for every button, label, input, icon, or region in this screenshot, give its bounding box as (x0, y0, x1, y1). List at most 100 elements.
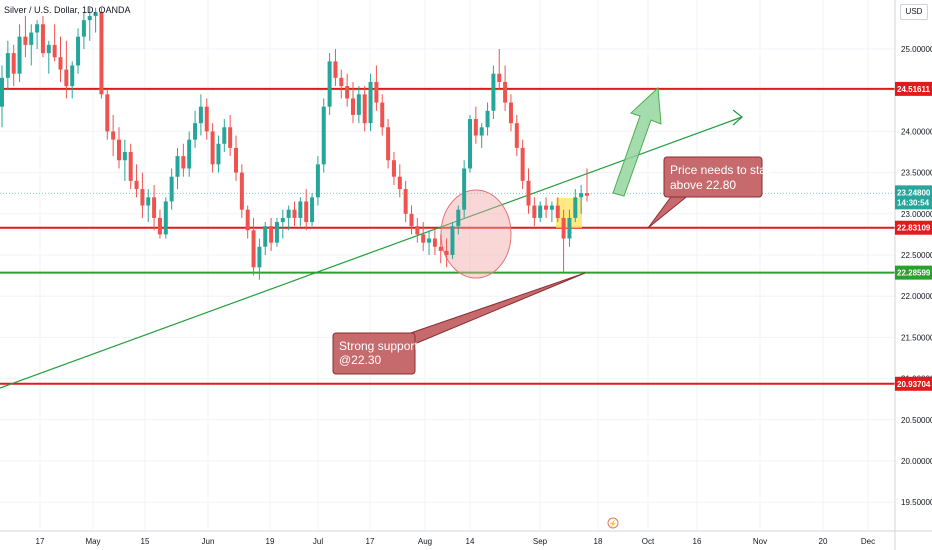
candle-body (479, 127, 484, 136)
candle-body (345, 86, 350, 99)
x-tick-label: Nov (753, 537, 767, 546)
candle-body (140, 189, 145, 206)
candle-body (456, 209, 461, 227)
candle-body (99, 11, 104, 95)
candle-body (391, 160, 396, 177)
level-price-tag (895, 265, 932, 280)
candle-body (198, 106, 203, 124)
candle-body (169, 176, 174, 202)
candle-body (421, 234, 426, 243)
x-tick-label: Aug (418, 537, 432, 546)
candle-body (450, 226, 455, 255)
candle-body (263, 226, 268, 247)
candle-body (23, 36, 28, 45)
candle-body (146, 197, 151, 206)
candle-body (561, 217, 566, 239)
candle-body (52, 44, 57, 58)
x-tick-label: 17 (36, 537, 45, 546)
candle-body (315, 164, 320, 198)
candle-body (187, 139, 192, 169)
candle-body (573, 197, 578, 218)
candle-body (304, 201, 309, 223)
candle-body (163, 201, 168, 235)
x-tick-label: 15 (141, 537, 150, 546)
candle-body (508, 102, 513, 124)
candle-body (204, 106, 209, 132)
candle-body (351, 98, 355, 115)
candle-body (64, 69, 69, 87)
chart-title: Silver / U.S. Dollar, 1D, OANDA (4, 5, 131, 15)
support-callout-box (332, 332, 416, 375)
last-price-tag (895, 185, 932, 210)
currency-button[interactable]: USD (900, 4, 928, 20)
stay-callout-box (663, 156, 763, 198)
y-tick-label: 22.50000 (901, 251, 932, 260)
last-price-label: 23.24800 (897, 188, 931, 197)
candle-body (93, 11, 98, 17)
candle-body (222, 127, 227, 144)
candle-body (368, 81, 373, 124)
x-tick-label: 19 (266, 537, 275, 546)
candle-body (269, 226, 274, 243)
candle-body (468, 119, 472, 169)
level-price-label: 22.28599 (897, 269, 931, 278)
candle-body (503, 81, 508, 103)
candle-body (432, 238, 437, 247)
candle-body (35, 24, 40, 33)
candle-body (462, 168, 467, 210)
candle-body (280, 217, 285, 223)
projection-arrow (612, 86, 662, 197)
candle-body (397, 176, 402, 190)
x-tick-label: Sep (533, 537, 548, 546)
candle-body (549, 205, 554, 210)
candle-body (274, 222, 279, 243)
candle-body (40, 24, 45, 54)
candle-body (491, 73, 496, 111)
candle-body (356, 94, 361, 115)
trend-line-group (0, 109, 743, 389)
x-tick-label: Jun (202, 537, 215, 546)
x-tick-label: 20 (819, 537, 828, 546)
y-tick-label: 19.50000 (901, 498, 932, 507)
candle-body (409, 213, 414, 227)
time-axis[interactable]: 17 May 15 Jun 19 Jul 17 Aug 14 Sep 18 Oct 16 Nov 20 Dec (0, 530, 932, 546)
candle-body (11, 53, 16, 74)
x-tick-label: 16 (693, 537, 702, 546)
candle-body (0, 77, 4, 107)
y-tick-label: 20.50000 (901, 416, 932, 425)
candle-body (193, 123, 198, 140)
candle-body (380, 102, 385, 128)
y-tick-label: 21.50000 (901, 333, 932, 342)
candle-body (5, 53, 10, 78)
candle-body (70, 65, 75, 87)
candle-body (29, 32, 34, 45)
x-tick-label: May (85, 537, 100, 546)
event-marker-icon (607, 517, 619, 529)
candle-body (427, 238, 432, 243)
x-tick-label: 18 (594, 537, 603, 546)
candle-body (544, 205, 549, 210)
x-tick-label: Oct (642, 537, 655, 546)
candle-body (81, 20, 86, 37)
event-marker-glyph: ⚡ (609, 519, 618, 528)
candle-body (286, 209, 291, 218)
candle-body (181, 156, 186, 169)
x-tick-label: 14 (466, 537, 475, 546)
candle-body (473, 119, 478, 136)
candle-body (362, 94, 367, 124)
candle-body (386, 127, 391, 161)
candle-body (438, 246, 443, 251)
candle-body (555, 205, 560, 218)
candle-body (105, 94, 110, 132)
candle-body (415, 226, 420, 235)
candle-body (234, 147, 238, 173)
level-price-label: 22.83109 (897, 224, 931, 233)
y-tick-label: 25.00000 (901, 45, 932, 54)
candle-body (538, 205, 543, 218)
x-tick-label: Jul (313, 537, 323, 546)
level-price-label: 20.93704 (897, 380, 931, 389)
candle-body (210, 131, 215, 165)
candle-body (485, 110, 490, 128)
price-axis[interactable]: 19.5000020.0000020.5000021.0000021.50000… (894, 0, 932, 550)
